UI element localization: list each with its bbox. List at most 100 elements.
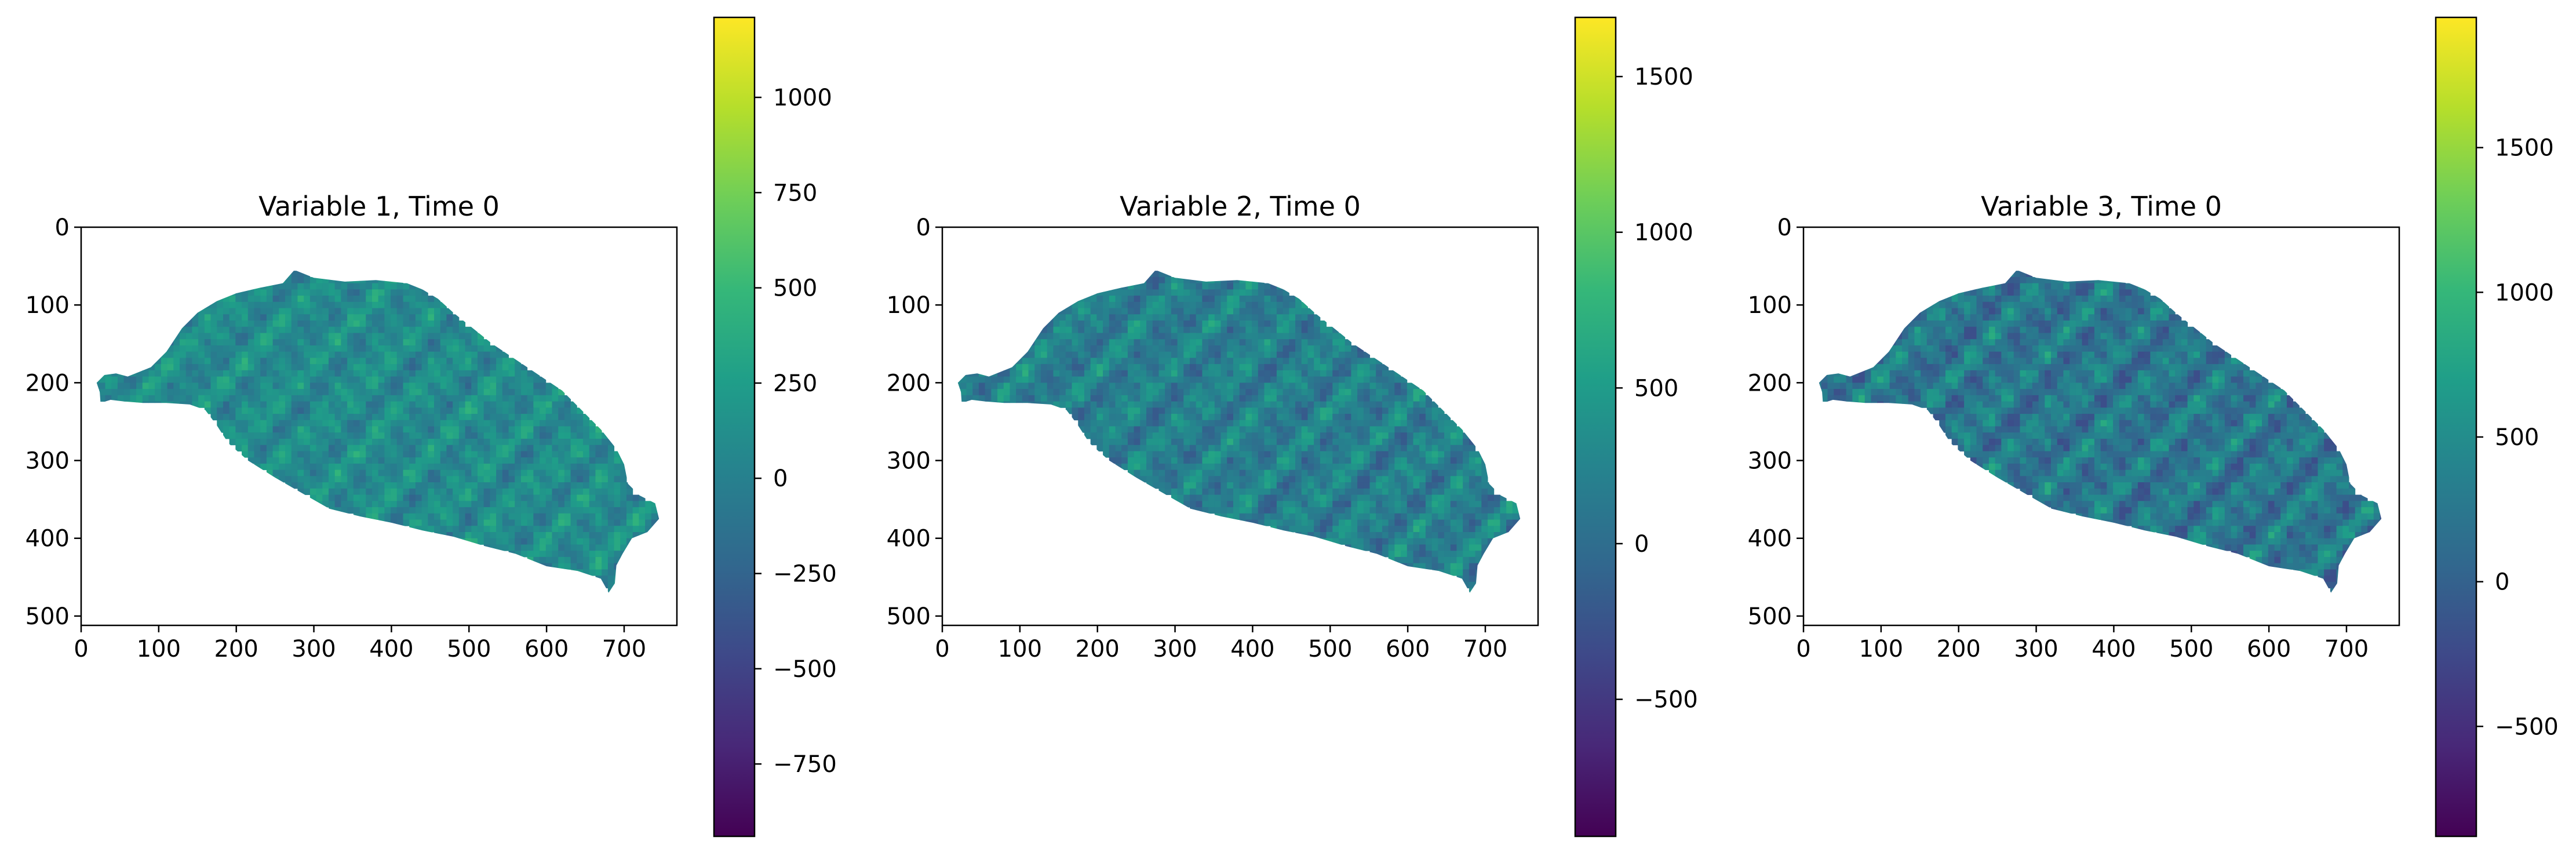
heatmap-cell xyxy=(490,476,497,483)
heatmap-cell xyxy=(477,463,484,471)
heatmap-cell xyxy=(1202,326,1209,333)
heatmap-cell xyxy=(1413,556,1420,564)
heatmap-cell xyxy=(1363,432,1371,439)
heatmap-cell xyxy=(247,376,254,383)
heatmap-cell xyxy=(1103,308,1110,315)
heatmap-cell xyxy=(1177,376,1184,383)
heatmap-cell xyxy=(384,395,391,402)
heatmap-cell xyxy=(1388,420,1395,427)
heatmap-cell xyxy=(396,426,403,433)
heatmap-cell xyxy=(396,451,403,458)
heatmap-cell xyxy=(1369,445,1376,452)
heatmap-cell xyxy=(490,432,497,439)
heatmap-cell xyxy=(1084,326,1091,333)
heatmap-cell xyxy=(1463,513,1470,520)
heatmap-cell xyxy=(1028,339,1035,346)
heatmap-cell xyxy=(1264,476,1271,483)
heatmap-cell xyxy=(347,445,354,452)
heatmap-cell xyxy=(1351,469,1358,476)
heatmap-cell xyxy=(359,308,366,315)
heatmap-cell xyxy=(533,531,540,539)
heatmap-cell xyxy=(428,407,435,414)
heatmap-cell xyxy=(204,370,212,377)
heatmap-cell xyxy=(1276,457,1284,464)
heatmap-cell xyxy=(409,370,416,377)
heatmap-cell xyxy=(1332,389,1339,396)
heatmap-cell xyxy=(1307,370,1314,377)
heatmap-cell xyxy=(1121,370,1128,377)
heatmap-cell xyxy=(1072,301,1079,309)
heatmap-cell xyxy=(614,576,621,582)
heatmap-cell xyxy=(1363,482,1371,489)
colorbar-tick-label: 0 xyxy=(1634,531,1649,558)
heatmap-cell xyxy=(2038,276,2045,284)
heatmap-cell xyxy=(322,420,329,427)
heatmap-cell xyxy=(1970,289,1977,296)
heatmap-cell xyxy=(1363,401,1371,408)
heatmap-cell xyxy=(1121,426,1128,433)
heatmap-cell xyxy=(198,314,205,321)
heatmap-cell xyxy=(1121,351,1128,358)
heatmap-cell xyxy=(1227,513,1234,520)
heatmap-cell xyxy=(396,407,403,414)
heatmap-cell xyxy=(217,364,224,371)
heatmap-cell xyxy=(496,507,503,514)
heatmap-cell xyxy=(1158,488,1165,496)
heatmap-cell xyxy=(2057,276,2064,284)
heatmap-cell xyxy=(173,351,180,358)
heatmap-cell xyxy=(1189,339,1197,346)
heatmap-cell xyxy=(371,339,379,346)
heatmap-cell xyxy=(446,507,453,514)
heatmap-cell xyxy=(1152,364,1159,371)
heatmap-cell xyxy=(490,463,497,471)
heatmap-cell xyxy=(1208,301,1215,309)
heatmap-cell xyxy=(1109,414,1116,421)
heatmap-cell xyxy=(614,501,621,508)
heatmap-cell xyxy=(1264,370,1271,377)
heatmap-cell xyxy=(1090,358,1097,365)
heatmap-cell xyxy=(409,513,416,520)
heatmap-cell xyxy=(614,457,621,464)
heatmap-cell xyxy=(229,314,236,321)
heatmap-cell xyxy=(1010,370,1016,377)
heatmap-cell xyxy=(533,438,540,446)
heatmap-cell xyxy=(415,351,422,358)
heatmap-cell xyxy=(285,401,292,408)
heatmap-cell xyxy=(409,463,416,471)
heatmap-cell xyxy=(589,488,596,496)
heatmap-cell xyxy=(1233,314,1240,321)
heatmap-cell xyxy=(533,494,540,501)
heatmap-cell xyxy=(1363,531,1371,539)
heatmap-cell xyxy=(558,420,565,427)
heatmap-cell xyxy=(266,308,274,315)
heatmap-cell xyxy=(1481,556,1488,564)
heatmap-cell xyxy=(570,469,577,476)
heatmap-cell xyxy=(1345,482,1351,489)
heatmap-cell xyxy=(391,519,398,526)
heatmap-cell xyxy=(589,569,596,576)
heatmap-cell xyxy=(1171,358,1178,365)
heatmap-cell xyxy=(1078,333,1085,340)
heatmap-cell xyxy=(540,531,546,539)
heatmap-cell xyxy=(378,296,385,303)
heatmap-cell xyxy=(1469,501,1476,508)
heatmap-cell xyxy=(347,321,354,327)
heatmap-cell xyxy=(391,358,398,365)
heatmap-cell xyxy=(1208,276,1215,284)
heatmap-cell xyxy=(309,358,317,365)
heatmap-cell xyxy=(347,339,354,346)
heatmap-cell xyxy=(1388,556,1395,564)
heatmap-cell xyxy=(583,538,590,545)
heatmap-cell xyxy=(117,395,125,402)
heatmap-cell xyxy=(1481,513,1488,520)
heatmap-cell xyxy=(1090,339,1097,346)
heatmap-cell xyxy=(1394,544,1401,551)
heatmap-cell xyxy=(540,395,546,402)
heatmap-cell xyxy=(564,476,571,483)
heatmap-cell xyxy=(1028,395,1035,402)
heatmap-cell xyxy=(1121,345,1128,352)
heatmap-cell xyxy=(322,376,329,383)
heatmap-cell xyxy=(577,451,584,458)
heatmap-cell xyxy=(527,457,534,464)
heatmap-cell xyxy=(564,451,571,458)
